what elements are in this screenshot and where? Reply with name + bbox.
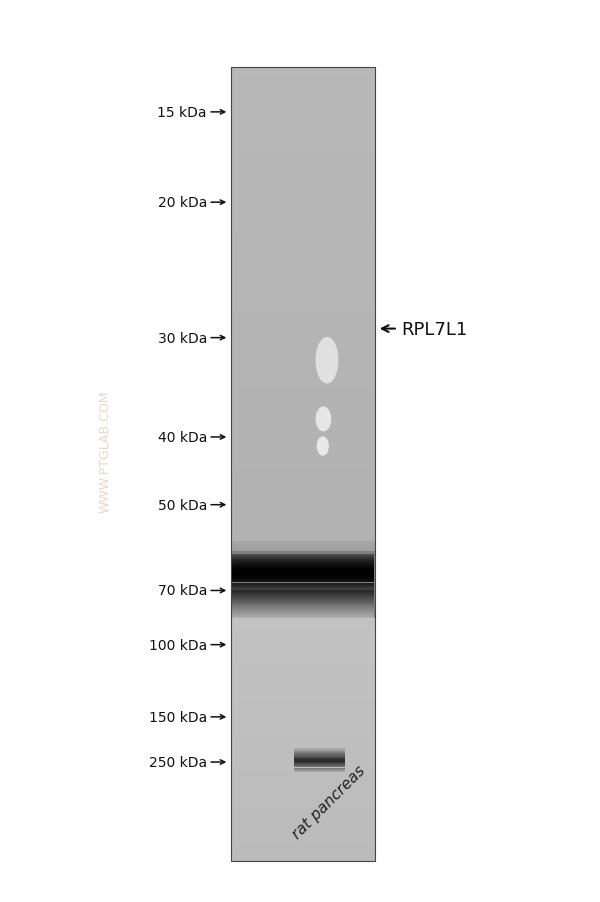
Text: 150 kDa: 150 kDa (149, 710, 207, 724)
Ellipse shape (317, 437, 328, 456)
Text: 40 kDa: 40 kDa (158, 430, 207, 445)
Text: RPL7L1: RPL7L1 (401, 320, 467, 338)
Text: 30 kDa: 30 kDa (158, 331, 207, 345)
Ellipse shape (316, 408, 331, 431)
Text: 20 kDa: 20 kDa (158, 196, 207, 210)
Text: rat pancreas: rat pancreas (289, 762, 368, 841)
Text: 50 kDa: 50 kDa (158, 498, 207, 512)
Text: 15 kDa: 15 kDa (157, 106, 207, 120)
Text: 100 kDa: 100 kDa (149, 638, 207, 652)
Text: 250 kDa: 250 kDa (149, 755, 207, 769)
Ellipse shape (316, 338, 338, 383)
Text: 70 kDa: 70 kDa (158, 584, 207, 598)
Text: WWW.PTGLAB.COM: WWW.PTGLAB.COM (98, 390, 112, 512)
Bar (231, 68, 375, 861)
